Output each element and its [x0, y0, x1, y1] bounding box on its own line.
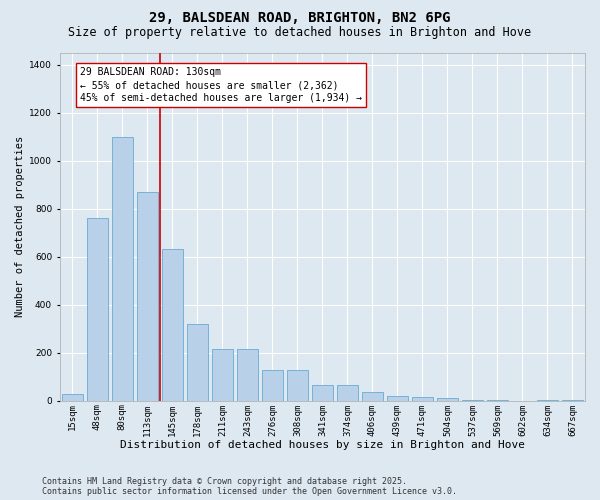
Text: Size of property relative to detached houses in Brighton and Hove: Size of property relative to detached ho… — [68, 26, 532, 39]
Bar — [537, 400, 558, 401]
Bar — [212, 349, 233, 401]
Bar — [437, 398, 458, 401]
X-axis label: Distribution of detached houses by size in Brighton and Hove: Distribution of detached houses by size … — [120, 440, 525, 450]
Bar — [462, 400, 483, 401]
Bar — [112, 136, 133, 401]
Bar — [287, 370, 308, 401]
Bar — [487, 400, 508, 401]
Text: 29, BALSDEAN ROAD, BRIGHTON, BN2 6PG: 29, BALSDEAN ROAD, BRIGHTON, BN2 6PG — [149, 11, 451, 25]
Bar — [262, 370, 283, 401]
Bar — [387, 396, 408, 401]
Bar — [337, 385, 358, 401]
Bar — [187, 324, 208, 401]
Text: Contains HM Land Registry data © Crown copyright and database right 2025.
Contai: Contains HM Land Registry data © Crown c… — [42, 476, 457, 496]
Bar — [362, 392, 383, 401]
Bar — [412, 397, 433, 401]
Bar — [562, 400, 583, 401]
Bar — [137, 192, 158, 401]
Text: 29 BALSDEAN ROAD: 130sqm
← 55% of detached houses are smaller (2,362)
45% of sem: 29 BALSDEAN ROAD: 130sqm ← 55% of detach… — [80, 67, 362, 104]
Bar — [237, 349, 258, 401]
Y-axis label: Number of detached properties: Number of detached properties — [15, 136, 25, 318]
Bar — [62, 394, 83, 401]
Bar — [312, 385, 333, 401]
Bar — [162, 250, 183, 401]
Bar — [86, 218, 108, 401]
